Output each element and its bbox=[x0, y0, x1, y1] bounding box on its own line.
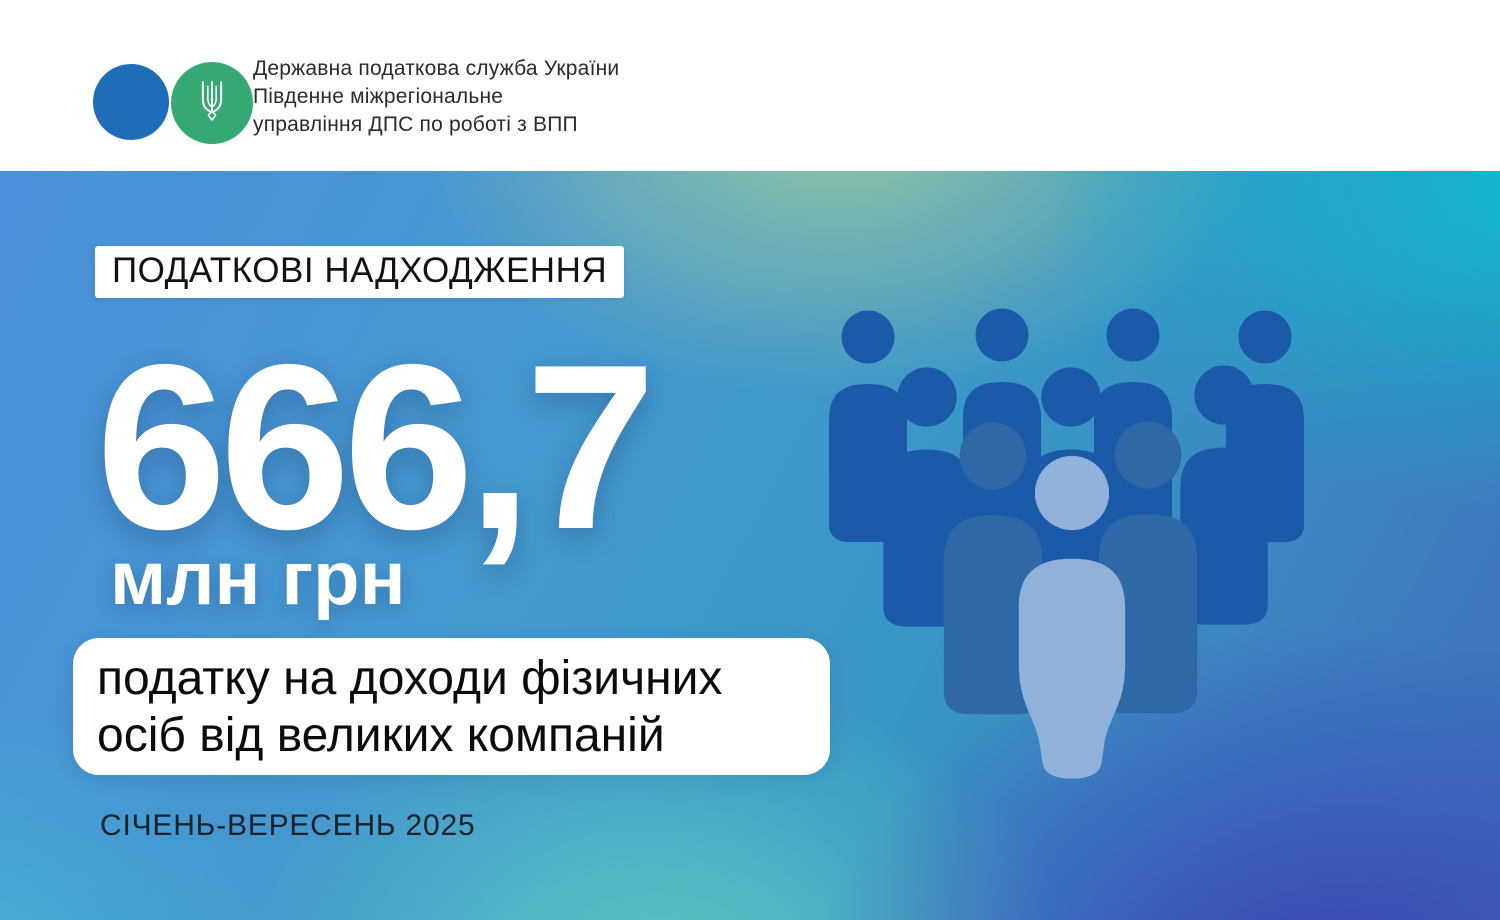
amount-unit: млн грн bbox=[110, 536, 406, 621]
org-line-2: Південне міжрегіональне bbox=[253, 85, 504, 108]
trident-icon bbox=[197, 78, 227, 128]
crowd-of-people-illustration bbox=[829, 308, 1304, 779]
description-box: податку на доходи фізичних осіб від вели… bbox=[73, 638, 830, 775]
header-band: Державна податкова служба України Півден… bbox=[0, 0, 1500, 171]
person-silhouette bbox=[1018, 455, 1126, 779]
person-silhouette bbox=[943, 422, 1043, 715]
period-label: СІЧЕНЬ-ВЕРЕСЕНЬ 2025 bbox=[100, 809, 476, 842]
gradient-background: ПОДАТКОВІ НАДХОДЖЕННЯ 666,7 млн грн пода… bbox=[0, 171, 1500, 920]
person-silhouette bbox=[1180, 365, 1268, 625]
organization-name: Державна податкова служба України Півден… bbox=[253, 55, 619, 139]
tax-service-logo-blue-circle bbox=[93, 64, 169, 140]
org-line-3: управління ДПС по роботі з ВПП bbox=[253, 113, 578, 136]
category-label: ПОДАТКОВІ НАДХОДЖЕННЯ bbox=[95, 246, 625, 298]
description-line-2: осіб від великих компаній bbox=[97, 709, 665, 762]
org-line-1: Державна податкова служба України bbox=[253, 57, 620, 80]
amount-value: 666,7 bbox=[96, 315, 656, 578]
description-line-1: податку на доходи фізичних bbox=[97, 652, 723, 705]
tax-service-logo-green-circle bbox=[171, 62, 253, 144]
